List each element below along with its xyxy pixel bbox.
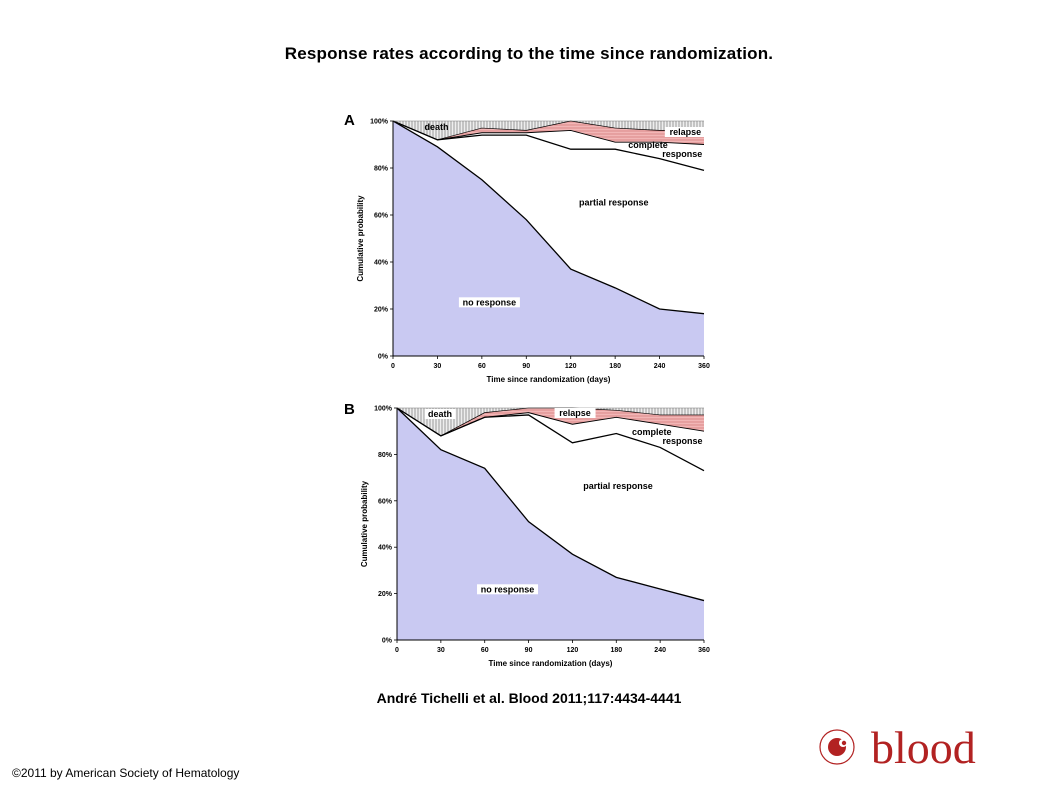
figure-svg: 0% 20% 40% 60% 80% 100% 0 30 60 90 120 180 240 360 Tim…	[344, 112, 710, 668]
death-label: death	[425, 122, 449, 132]
y-tick-label: 100%	[374, 406, 393, 413]
y-tick-label: 0%	[382, 638, 393, 645]
partial-response-boundary-line	[392, 120, 705, 171]
panel-letter: A	[344, 112, 355, 129]
figure: 0% 20% 40% 60% 80% 100% 0 30 60 90 120 180 240 360 Tim…	[330, 100, 730, 680]
death-label: death	[428, 409, 452, 419]
y-tick-label: 40%	[374, 260, 389, 267]
x-tick-label: 60	[478, 363, 486, 370]
no-response-area	[393, 121, 704, 356]
x-tick-label: 360	[698, 363, 710, 370]
x-tick-label: 0	[391, 363, 395, 370]
x-tick-label: 60	[481, 647, 489, 654]
y-tick-label: 60%	[374, 213, 389, 220]
relapse-label: relapse	[559, 408, 591, 418]
complete-response-label-2: response	[662, 149, 702, 159]
response-area	[397, 408, 704, 601]
x-tick-label: 0	[395, 647, 399, 654]
relapse-area	[393, 121, 704, 145]
relapse-label: relapse	[670, 127, 702, 137]
y-axis-label: Cumulative probability	[360, 480, 369, 567]
complete-response-label-1: complete	[628, 140, 668, 150]
x-tick-label: 240	[654, 647, 666, 654]
panel-a: 0% 20% 40% 60% 80% 100% 0 30 60 90 120 180 240 360 Tim…	[344, 112, 710, 384]
x-tick-label: 180	[609, 363, 621, 370]
blood-journal-logo: blood	[815, 722, 1005, 773]
y-tick-label: 0%	[378, 354, 389, 361]
logo-wordmark: blood	[871, 722, 976, 772]
no-response-label-bg	[458, 297, 520, 308]
copyright: ©2011 by American Society of Hematology	[12, 766, 240, 780]
y-tick-label: 80%	[374, 166, 389, 173]
partial-response-label: partial response	[579, 198, 649, 208]
no-response-boundary-line	[396, 407, 705, 602]
death-area	[397, 408, 704, 436]
complete-response-label-1: complete	[632, 427, 672, 437]
x-tick-label: 360	[698, 647, 710, 654]
no-response-boundary-line	[392, 120, 705, 315]
slide-title: Response rates according to the time sin…	[284, 44, 774, 63]
death-label-bg	[424, 409, 456, 419]
no-response-label: no response	[463, 297, 517, 307]
relapse-area	[397, 408, 704, 436]
death-area	[393, 121, 704, 140]
y-tick-label: 80%	[378, 452, 393, 459]
citation: André Tichelli et al. Blood 2011;117:443…	[376, 690, 682, 706]
x-axis-label: Time since randomization (days)	[487, 375, 611, 384]
x-tick-label: 90	[525, 647, 533, 654]
complete-response-label-2: response	[662, 436, 702, 446]
relapse-boundary-line	[392, 120, 704, 141]
x-axis-label: Time since randomization (days)	[489, 659, 613, 668]
blood-logo-icon: blood	[819, 722, 976, 773]
no-response-area	[397, 408, 704, 640]
y-axis-label: Cumulative probability	[356, 195, 365, 282]
x-tick-label: 120	[565, 363, 577, 370]
x-tick-label: 30	[434, 363, 442, 370]
relapse-label-bg	[664, 127, 706, 137]
x-tick-label: 120	[567, 647, 579, 654]
no-response-label-bg	[477, 584, 539, 595]
partial-response-label: partial response	[583, 481, 653, 491]
x-tick-label: 30	[437, 647, 445, 654]
no-response-label: no response	[481, 584, 535, 594]
y-tick-label: 20%	[374, 307, 389, 314]
panel-letter: B	[344, 401, 355, 418]
x-tick-label: 240	[654, 363, 666, 370]
y-tick-label: 20%	[378, 591, 393, 598]
panel-b: 0% 20% 40% 60% 80% 100% 0 30 60 90 120 180 240 360 Tim…	[344, 401, 710, 668]
y-tick-label: 60%	[378, 498, 393, 505]
partial-response-boundary-line	[396, 407, 705, 472]
relapse-label-bg	[554, 408, 596, 418]
y-tick-label: 40%	[378, 545, 393, 552]
x-tick-label: 180	[610, 647, 622, 654]
x-tick-label: 90	[522, 363, 530, 370]
response-area	[393, 121, 704, 314]
y-tick-label: 100%	[370, 119, 389, 126]
